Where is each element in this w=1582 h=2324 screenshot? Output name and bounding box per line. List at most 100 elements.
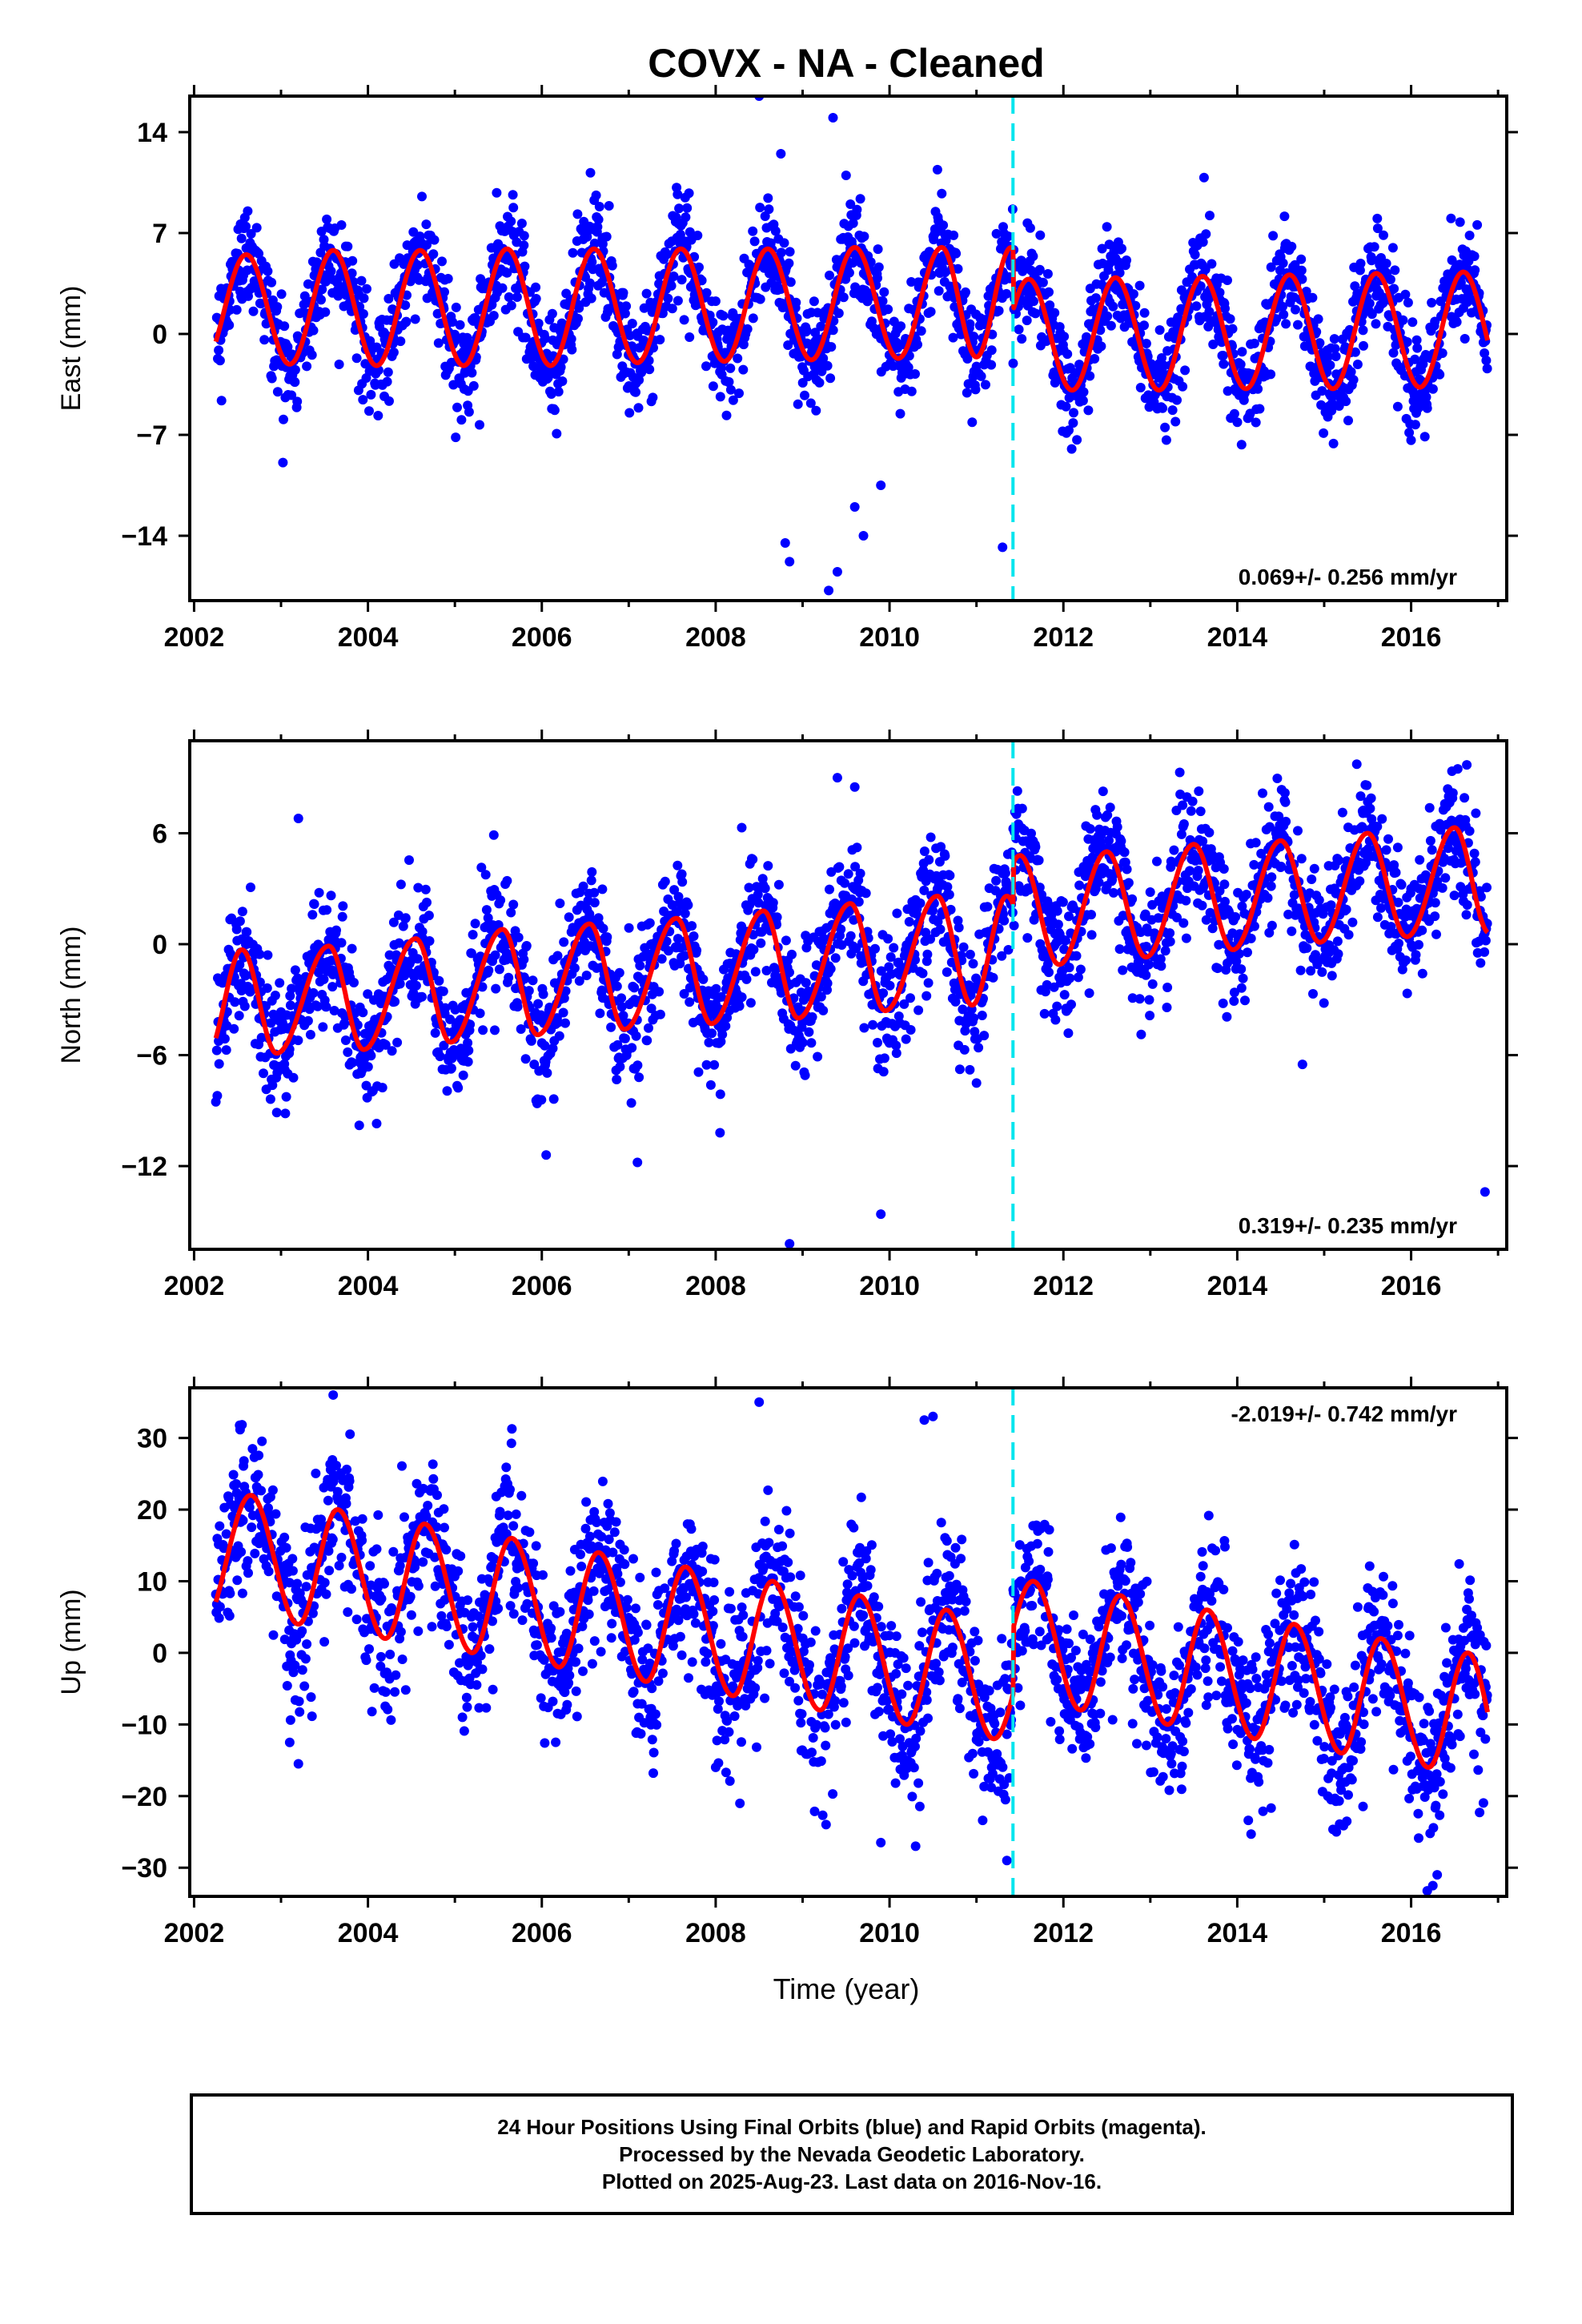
data-point (307, 910, 318, 920)
data-point (1156, 961, 1166, 971)
data-point (1050, 308, 1060, 318)
data-point (1118, 965, 1128, 975)
outlier-point (832, 773, 842, 783)
data-point (1279, 211, 1290, 222)
data-point (919, 846, 930, 856)
data-point (790, 1060, 801, 1071)
data-point (965, 319, 975, 329)
data-point (1042, 959, 1053, 969)
data-point (410, 314, 420, 324)
data-point (512, 292, 522, 302)
y-tick-label: −6 (136, 1041, 167, 1072)
data-point (852, 204, 862, 215)
data-point (876, 966, 886, 976)
data-point (1417, 968, 1427, 979)
data-point (1220, 896, 1230, 907)
data-point (540, 1040, 550, 1051)
y-tick-label: −7 (136, 420, 167, 451)
data-point (1341, 396, 1351, 407)
data-point (1267, 920, 1277, 931)
data-point (1446, 213, 1456, 223)
data-point (470, 919, 480, 929)
data-point (644, 918, 655, 928)
data-point (779, 238, 789, 248)
data-point (1119, 847, 1130, 858)
data-point (660, 876, 670, 887)
data-point (251, 223, 262, 233)
data-point (299, 291, 310, 301)
data-point (1167, 405, 1178, 416)
data-point (1064, 963, 1074, 973)
data-point (773, 879, 784, 890)
data-point (1108, 301, 1118, 312)
data-point (1061, 401, 1071, 412)
data-point (302, 361, 312, 372)
data-point (953, 263, 963, 274)
data-point (546, 389, 556, 399)
data-point (965, 949, 975, 959)
data-point (246, 229, 256, 239)
data-point (1238, 973, 1248, 983)
data-point (1319, 428, 1329, 438)
data-point (1064, 911, 1074, 922)
data-point (1437, 348, 1447, 358)
data-point (237, 1588, 247, 1598)
data-point (467, 368, 477, 378)
data-point (1197, 900, 1207, 911)
data-point (685, 997, 695, 1007)
data-point (322, 905, 332, 915)
data-point (1291, 304, 1300, 315)
data-point (859, 1023, 869, 1033)
data-point (1264, 822, 1275, 832)
data-point (1276, 862, 1287, 871)
data-point (1208, 340, 1219, 349)
data-point (1449, 891, 1460, 901)
outlier-point (354, 1120, 364, 1131)
data-point (787, 949, 797, 959)
data-point (1476, 958, 1486, 968)
data-point (290, 377, 300, 388)
data-point (672, 907, 682, 917)
data-point (814, 377, 825, 388)
data-point (1249, 859, 1259, 870)
data-point (958, 942, 969, 952)
data-point (386, 963, 396, 974)
data-point (748, 854, 758, 865)
data-point (1065, 973, 1075, 983)
data-point (954, 1064, 965, 1075)
data-point (1263, 802, 1274, 812)
data-point (1263, 893, 1273, 903)
data-point (1430, 316, 1440, 327)
data-point (632, 1060, 643, 1071)
data-point (677, 275, 687, 285)
data-point (785, 247, 795, 257)
data-point (1355, 259, 1366, 268)
data-point (1172, 912, 1182, 923)
data-point (921, 991, 932, 1001)
data-point (733, 353, 743, 364)
data-point (1391, 867, 1401, 878)
data-point (1068, 418, 1078, 428)
data-point (921, 956, 932, 967)
data-point (701, 287, 712, 298)
data-point (586, 875, 596, 886)
data-point (287, 390, 297, 400)
data-point (566, 334, 576, 344)
data-point (991, 228, 1002, 239)
data-point (318, 1022, 328, 1032)
data-point (878, 1067, 889, 1077)
data-point (822, 978, 833, 988)
data-point (358, 309, 368, 319)
data-point (612, 1039, 623, 1050)
data-point (822, 360, 833, 371)
data-point (742, 324, 753, 334)
data-point (222, 1020, 232, 1031)
data-point (224, 1610, 235, 1621)
outlier-point (828, 113, 838, 123)
data-point (282, 1681, 292, 1691)
data-point (770, 964, 781, 975)
outlier-point (832, 567, 842, 577)
data-point (1372, 223, 1383, 234)
data-point (1293, 320, 1303, 330)
data-point (942, 882, 953, 892)
